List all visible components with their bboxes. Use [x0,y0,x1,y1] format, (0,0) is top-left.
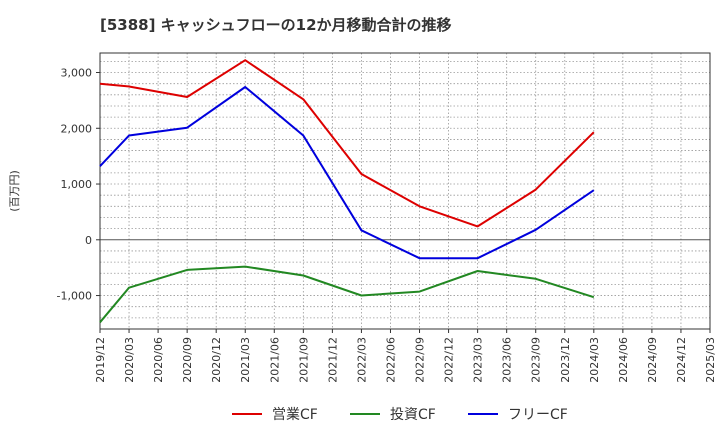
x-tick-label: 2022/03 [355,337,368,383]
legend-label: 投資CF [390,407,436,423]
legend-label: 営業CF [272,407,318,423]
series-line [99,265,595,323]
x-tick-label: 2020/12 [210,337,223,383]
legend-label: フリーCF [508,407,568,423]
x-tick-label: 2023/06 [501,337,514,383]
x-tick-label: 2020/06 [152,337,165,383]
y-axis-ticks: -1,000 0 1,000 2,000 3,000 [57,67,100,303]
x-tick-label: 2024/03 [588,337,601,383]
x-tick-label: 2019/12 [94,337,107,383]
x-tick-label: 2022/12 [443,337,456,383]
x-tick-label: 2020/09 [181,337,194,383]
x-tick-label: 2022/09 [414,337,427,383]
x-tick-label: 2024/09 [646,337,659,383]
chart-title: [5388] キャッシュフローの12か月移動合計の推移 [100,16,452,34]
plot-area [100,53,710,329]
x-tick-label: 2024/06 [617,337,630,383]
y-tick-label: 1,000 [61,178,93,191]
x-tick-label: 2025/03 [704,337,717,383]
y-tick-label: 3,000 [61,67,93,80]
x-tick-label: 2020/03 [123,337,136,383]
y-tick-label: 2,000 [61,122,93,135]
x-tick-label: 2022/06 [384,337,397,383]
y-axis-label: (百万円) [8,170,21,212]
x-tick-label: 2024/12 [675,337,688,383]
x-tick-label: 2023/12 [559,337,572,383]
x-tick-label: 2021/06 [268,337,281,383]
y-tick-label: -1,000 [57,290,92,303]
y-tick-label: 0 [85,234,92,247]
x-tick-label: 2023/03 [472,337,485,383]
legend: 営業CF 投資CF フリーCF [232,407,568,423]
x-axis-ticks: 2019/12 2020/03 2020/06 2020/09 2020/12 2021/… [94,329,717,383]
series-line [99,86,595,260]
grid [100,53,710,330]
x-tick-label: 2021/12 [326,337,339,383]
x-tick-label: 2021/03 [239,337,252,383]
x-tick-label: 2021/09 [297,337,310,383]
plot-frame [99,52,711,330]
series-lines [99,59,595,323]
series-line [99,59,595,228]
x-tick-label: 2023/09 [530,337,543,383]
